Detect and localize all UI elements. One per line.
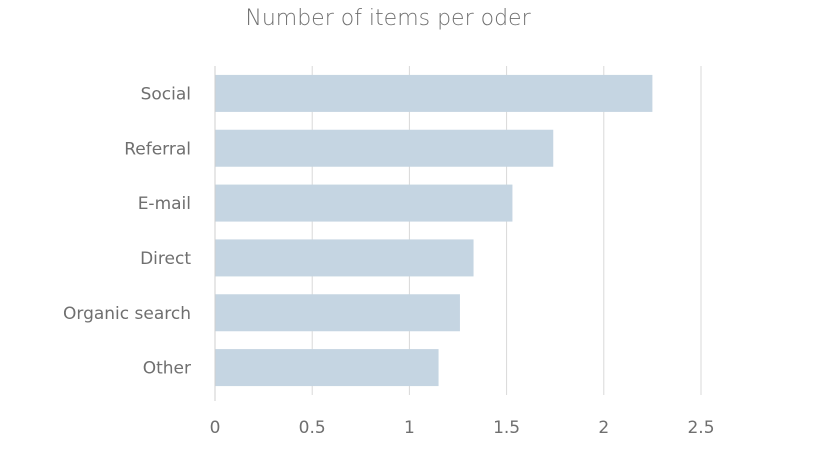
bars bbox=[215, 74, 653, 387]
bar bbox=[215, 349, 439, 387]
category-label: Organic search bbox=[63, 304, 191, 324]
bar bbox=[215, 129, 554, 167]
category-label: E-mail bbox=[138, 194, 191, 214]
gridlines bbox=[311, 66, 702, 395]
x-tick-label: 1 bbox=[404, 418, 415, 438]
bar bbox=[215, 74, 653, 112]
bar bbox=[215, 239, 474, 277]
x-tick-label: 0 bbox=[210, 418, 221, 438]
x-tick-label: 0.5 bbox=[299, 418, 326, 438]
category-labels: Social Referral E-mail Direct Organic search… bbox=[63, 84, 191, 378]
chart-title: Number of items per oder bbox=[245, 6, 531, 31]
bar bbox=[215, 294, 460, 332]
category-label: Social bbox=[141, 84, 191, 104]
category-label: Other bbox=[143, 359, 191, 379]
bar bbox=[215, 184, 513, 222]
category-label: Referral bbox=[124, 139, 191, 159]
x-tick-label: 2.5 bbox=[687, 418, 714, 438]
x-tick-label: 2 bbox=[598, 418, 609, 438]
x-tick-label: 1.5 bbox=[493, 418, 520, 438]
category-label: Direct bbox=[140, 249, 191, 269]
x-tick-labels: 0 0.5 1 1.5 2 2.5 bbox=[210, 418, 715, 438]
